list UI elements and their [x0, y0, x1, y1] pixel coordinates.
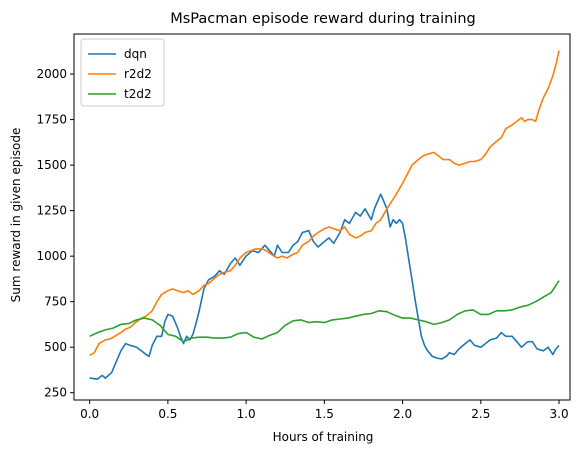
- y-tick-label: 2000: [36, 67, 67, 81]
- y-tick-label: 1000: [36, 249, 67, 263]
- series-line-dqn: [89, 193, 560, 380]
- x-axis-ticks: 0.0 0.5 1.0 1.5 2.0 2.5 3.0: [80, 400, 569, 421]
- legend-label-r2d2: r2d2: [124, 67, 152, 81]
- series-line-r2d2: [89, 50, 560, 357]
- series-line-t2d2: [89, 280, 560, 343]
- y-tick-label: 1750: [36, 113, 67, 127]
- legend-box: [80, 38, 165, 107]
- x-tick-label: 0.5: [158, 407, 177, 421]
- x-tick-label: 2.5: [471, 407, 490, 421]
- y-tick-label: 750: [44, 295, 67, 309]
- plot-frame: [73, 33, 571, 401]
- y-tick-label: 500: [44, 340, 67, 354]
- y-tick-label: 1500: [36, 158, 67, 172]
- legend-label-t2d2: t2d2: [124, 87, 152, 101]
- x-tick-label: 2.0: [393, 407, 412, 421]
- legend: dqn r2d2 t2d2: [80, 38, 165, 107]
- x-axis-label: Hours of training: [273, 430, 374, 444]
- y-axis-label: Sum reward in given episode: [9, 128, 23, 303]
- y-tick-label: 1250: [36, 204, 67, 218]
- x-tick-label: 1.5: [315, 407, 334, 421]
- y-axis-ticks: 250 500 750 1000 1250 1500 1750 2000: [36, 67, 74, 400]
- legend-label-dqn: dqn: [124, 47, 147, 61]
- x-tick-label: 0.0: [80, 407, 99, 421]
- chart-title: MsPacman episode reward during training: [170, 11, 476, 27]
- x-tick-label: 3.0: [550, 407, 569, 421]
- y-tick-label: 250: [44, 386, 67, 400]
- plot-area: [89, 50, 560, 380]
- x-tick-label: 1.0: [237, 407, 256, 421]
